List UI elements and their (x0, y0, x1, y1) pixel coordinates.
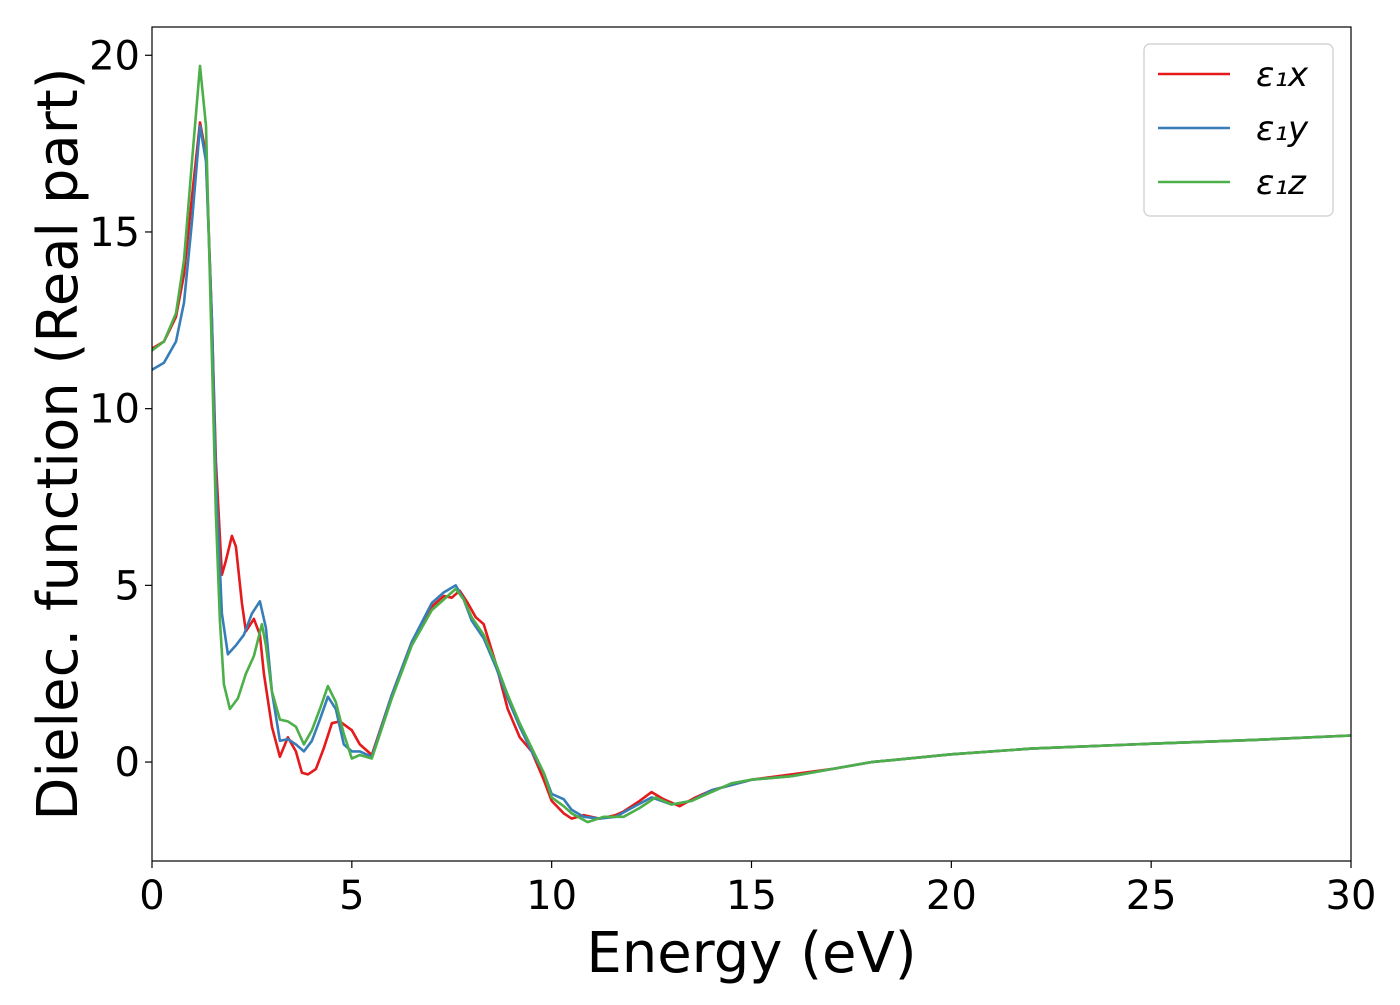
x-tick-label: 15 (726, 873, 777, 919)
x-tick-label: 30 (1326, 873, 1377, 919)
legend-label-1: ε₁x (1256, 55, 1309, 95)
x-tick-label: 10 (526, 873, 577, 919)
y-tick-label: 20 (89, 33, 140, 79)
legend-label-3: ε₁z (1256, 163, 1307, 203)
series-line-3 (152, 64, 1351, 824)
x-tick-label: 5 (339, 873, 364, 919)
y-tick-label: 5 (115, 563, 140, 609)
y-tick-label: 15 (89, 210, 140, 256)
y-axis: 0 5 10 15 20 (89, 33, 152, 786)
series-line-2 (152, 124, 1351, 820)
x-axis: 0 5 10 15 20 25 30 (139, 861, 1376, 919)
series-layer (152, 64, 1351, 824)
x-tick-label: 25 (1126, 873, 1177, 919)
legend-box (1143, 43, 1334, 217)
series-line-1 (152, 121, 1351, 820)
y-axis-label: Dielec. function (Real part) (26, 67, 91, 820)
legend: ε₁x ε₁y ε₁z (1143, 43, 1334, 217)
y-tick-label: 0 (115, 740, 140, 786)
x-axis-label: Energy (eV) (586, 921, 916, 986)
legend-label-2: ε₁y (1256, 109, 1309, 149)
x-tick-label: 0 (139, 873, 164, 919)
x-tick-label: 20 (926, 873, 977, 919)
y-tick-label: 10 (89, 387, 140, 433)
